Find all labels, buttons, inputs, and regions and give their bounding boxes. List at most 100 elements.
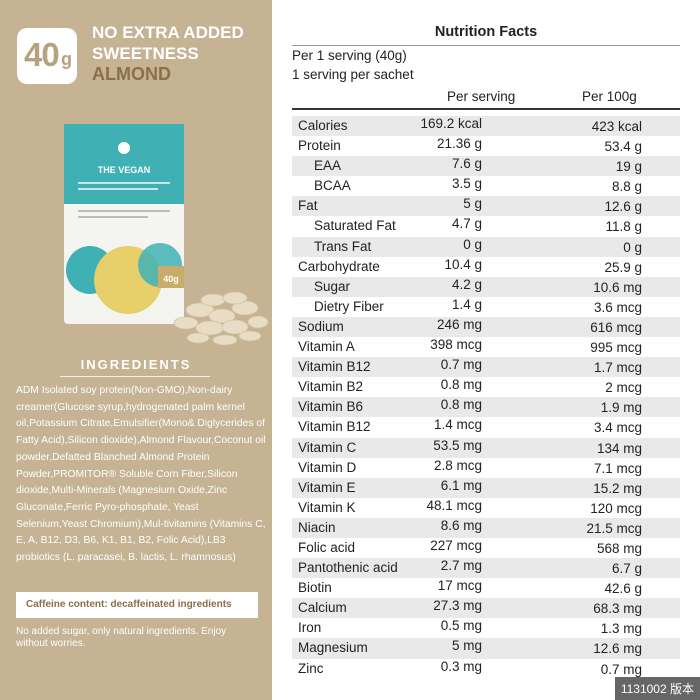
per-serving-value: 0.8 mg — [440, 377, 482, 393]
per-serving-value: 227 mcg — [430, 537, 482, 553]
per-100g-value: 1.9 mg — [600, 400, 642, 416]
nutrition-table: Calories 169.2 kcal 423 kcal Protein 21.36 g… — [292, 116, 680, 679]
per-serving-value: 5 mg — [451, 638, 482, 654]
nutrient-name: Calories — [298, 118, 348, 133]
nutrient-name: Fat — [298, 198, 318, 214]
table-row: Vitamin E 6.1 mg 15.2 mg — [292, 477, 680, 498]
per-serving-value: 53.5 mg — [433, 437, 482, 453]
per-100g-value: 3.6 mcg — [593, 299, 642, 315]
per-100g-value: 6.7 g — [611, 561, 642, 577]
badge-unit: g — [61, 49, 72, 69]
nutrient-name: Trans Fat — [314, 238, 372, 254]
nutrient-name: Sugar — [314, 278, 351, 294]
nutrient-name: Vitamin C — [298, 439, 357, 455]
per-100g-value: 995 mcg — [590, 340, 642, 356]
per-100g-value: 7.1 mcg — [593, 460, 642, 476]
per-serving-value: 246 mg — [436, 316, 482, 332]
per-100g-value: 0.7 mg — [600, 661, 642, 677]
table-row: Dietry Fiber 1.4 g 3.6 mcg — [292, 297, 680, 317]
sachet-size: 40g — [163, 274, 179, 284]
per-100g-value: 423 kcal — [591, 119, 642, 134]
nutrient-name: Protein — [298, 138, 341, 154]
per-100g-value: 68.3 mg — [593, 601, 642, 617]
table-row: Iron 0.5 mg 1.3 mg — [292, 618, 680, 638]
per-100g-value: 10.6 mg — [593, 279, 642, 295]
divider — [292, 108, 680, 110]
per-100g-value: 15.2 mg — [593, 480, 642, 496]
nutrient-name: Biotin — [298, 580, 332, 596]
badge-number: 40 — [24, 36, 60, 73]
per-serving-value: 0.3 mg — [440, 658, 482, 674]
table-row: Trans Fat 0 g 0 g — [292, 236, 680, 257]
nutrient-name: Vitamin A — [298, 339, 355, 355]
per-serving-value: 17 mcg — [437, 578, 482, 594]
nutrient-name: Saturated Fat — [314, 218, 396, 234]
nutrient-name: Pantothenic acid — [298, 560, 398, 576]
table-row: Vitamin B2 0.8 mg 2 mcg — [292, 377, 680, 397]
per-serving-value: 21.36 g — [436, 136, 482, 152]
nutrient-name: Vitamin B2 — [298, 379, 364, 395]
per-serving-value: 6.1 mg — [440, 477, 482, 493]
table-row: EAA 7.6 g 19 g — [292, 156, 680, 177]
per-100g-value: 1.7 mcg — [593, 360, 642, 376]
per-100g-value: 3.4 mcg — [593, 420, 642, 436]
per-100g-value: 0 g — [623, 239, 642, 255]
per-serving-value: 7.6 g — [451, 156, 482, 172]
per-100g-value: 616 mcg — [590, 319, 642, 335]
no-sugar-note: No added sugar, only natural ingredients… — [16, 626, 227, 649]
table-row: BCAA 3.5 g 8.8 g — [292, 176, 680, 196]
nutrient-name: Vitamin B12 — [298, 359, 371, 375]
per-100g-value: 120 mcg — [590, 500, 642, 516]
col-header-serving: Per serving — [447, 89, 516, 104]
per-serving-value: 0 g — [463, 236, 482, 252]
nutrient-name: Iron — [298, 620, 322, 636]
nutrient-name: Niacin — [298, 519, 336, 535]
per-serving-value: 4.2 g — [451, 276, 482, 292]
divider — [60, 376, 210, 377]
table-row: Vitamin B6 0.8 mg 1.9 mg — [292, 397, 680, 418]
per-serving-value: 48.1 mcg — [426, 497, 482, 513]
nutrient-name: Vitamin B6 — [298, 399, 364, 415]
nutrient-name: Vitamin K — [298, 499, 356, 515]
table-row: Sodium 246 mg 616 mcg — [292, 316, 680, 338]
per-serving-value: 5 g — [463, 196, 482, 212]
table-row: Fat 5 g 12.6 g — [292, 196, 680, 217]
table-row: Vitamin B12 0.7 mg 1.7 mcg — [292, 357, 680, 378]
per-100g-value: 8.8 g — [611, 179, 642, 195]
per-100g-value: 12.6 g — [604, 199, 642, 215]
caffeine-box: Caffeine content: decaffeinated ingredie… — [16, 592, 258, 618]
col-header-100g: Per 100g — [582, 89, 637, 104]
per-100g-value: 21.5 mcg — [586, 520, 642, 536]
left-panel: 40 g NO EXTRA ADDED SWEETNESS ALMOND THE… — [0, 0, 272, 700]
per-serving-value: 169.2 kcal — [420, 116, 482, 131]
sachet-brand: THE VEGAN — [98, 165, 151, 175]
table-row: Sugar 4.2 g 10.6 mg — [292, 276, 680, 297]
sachet-icon: THE VEGAN 40g — [64, 124, 184, 324]
table-row: Magnesium 5 mg 12.6 mg — [292, 638, 680, 659]
per-100g-value: 11.8 g — [605, 219, 642, 235]
nutrient-name: Vitamin E — [298, 479, 356, 495]
per-serving-value: 8.6 mg — [440, 517, 482, 533]
per-serving-value: 27.3 mg — [433, 598, 482, 614]
divider — [292, 45, 680, 46]
table-row: Calories 169.2 kcal 423 kcal — [292, 116, 680, 137]
nutrient-name: Magnesium — [298, 640, 368, 656]
per-serving-value: 1.4 mcg — [433, 417, 482, 433]
headline-sweetness: NO EXTRA ADDED SWEETNESS — [92, 23, 244, 63]
per-serving-value: 1.4 g — [451, 296, 482, 312]
ingredients-text: ADM Isolated soy protein(Non-GMO),Non-da… — [16, 385, 266, 564]
product-image: THE VEGAN 40g — [64, 124, 269, 346]
almond-pile-icon — [173, 291, 269, 346]
nutrient-name: Dietry Fiber — [314, 298, 384, 314]
per-100g-value: 134 mg — [596, 440, 642, 456]
nutrient-name: Carbohydrate — [298, 258, 380, 274]
table-row: Saturated Fat 4.7 g 11.8 g — [292, 216, 680, 236]
table-row: Protein 21.36 g 53.4 g — [292, 136, 680, 156]
servings-per-pack: 1 serving per sachet — [292, 67, 414, 82]
table-row: Vitamin D 2.8 mcg 7.1 mcg — [292, 458, 680, 478]
per-serving-value: 2.7 mg — [440, 558, 482, 574]
table-row: Vitamin C 53.5 mg 134 mg — [292, 437, 680, 458]
per-serving-value: 2.8 mcg — [433, 457, 482, 473]
table-row: Calcium 27.3 mg 68.3 mg — [292, 598, 680, 619]
nutrient-name: Calcium — [298, 600, 347, 616]
